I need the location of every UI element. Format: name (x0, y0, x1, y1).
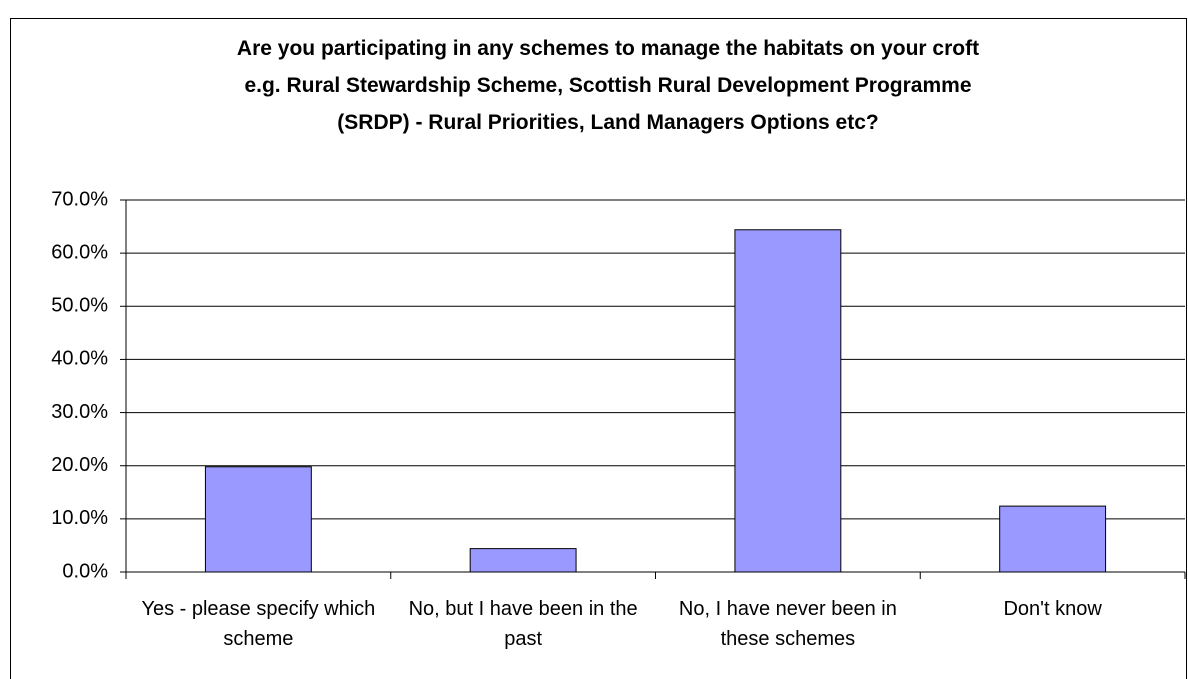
x-tick-label: No, but I have been in the past (408, 598, 638, 650)
y-tick-label: 20.0% (51, 454, 108, 476)
y-tick-label: 60.0% (51, 241, 108, 263)
bar (204, 466, 312, 573)
y-tick-label: 0.0% (62, 560, 108, 582)
bar (734, 229, 842, 573)
y-tick-label: 10.0% (51, 507, 108, 529)
y-tick-label: 30.0% (51, 401, 108, 423)
bar (999, 505, 1107, 573)
x-tick-label: Yes - please specify which scheme (141, 598, 376, 650)
chart-title: Are you participating in any schemes to … (236, 37, 980, 134)
y-tick-label: 40.0% (51, 348, 108, 370)
x-tick-label: Don't know (1003, 598, 1102, 620)
x-tick-label: No, I have never been in these schemes (678, 598, 897, 650)
y-tick-label: 50.0% (51, 295, 108, 317)
bar (469, 548, 577, 573)
y-tick-label: 70.0% (51, 188, 108, 210)
